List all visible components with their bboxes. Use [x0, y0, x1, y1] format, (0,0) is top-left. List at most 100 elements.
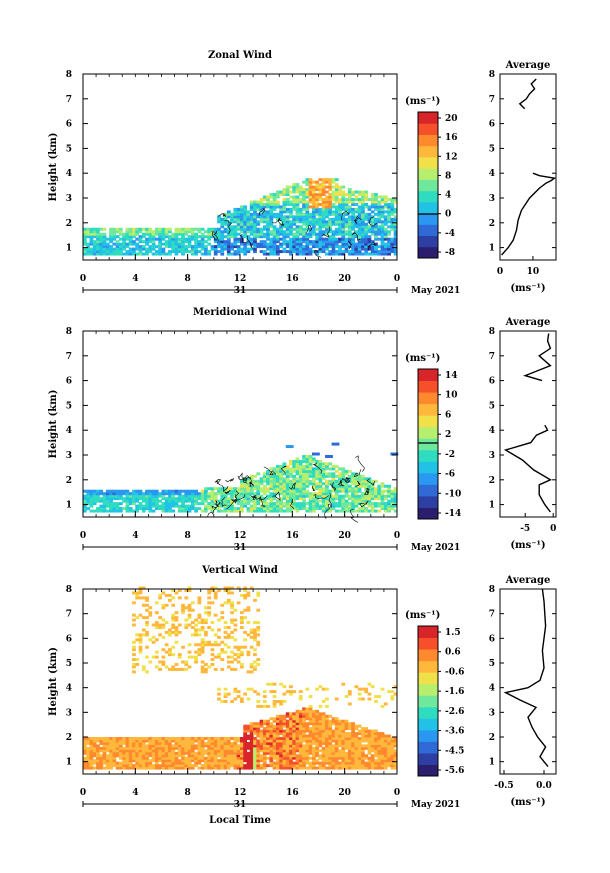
heatmap-cell — [289, 766, 293, 770]
heatmap-cell — [354, 766, 359, 770]
heatmap-cell — [210, 235, 215, 239]
heatmap-cell — [164, 492, 169, 496]
heatmap-cell — [138, 504, 143, 508]
heatmap-cell — [217, 499, 221, 503]
heatmap-cell — [387, 690, 391, 694]
heatmap-cell — [184, 761, 189, 765]
heatmap-cell — [181, 754, 185, 758]
heatmap-cell — [334, 245, 339, 249]
heatmap-cell — [351, 479, 355, 483]
heatmap-cell — [334, 749, 339, 753]
heatmap-cell — [393, 207, 398, 211]
heatmap-cell — [243, 215, 248, 219]
heatmap-cell — [194, 497, 198, 501]
heatmap-cell — [217, 487, 221, 491]
heatmap-cell — [269, 484, 274, 488]
heatmap-cell — [204, 670, 208, 674]
heatmap-cell — [325, 474, 329, 478]
heatmap-cell — [272, 247, 277, 251]
heatmap-cell — [334, 764, 339, 768]
heatmap-cell — [282, 205, 287, 209]
heatmap-cell — [112, 744, 117, 748]
heatmap-cell — [246, 484, 251, 488]
heatmap-cell — [289, 737, 293, 740]
heatmap-cell — [338, 240, 342, 244]
heatmap-cell — [161, 746, 166, 750]
heatmap-cell — [213, 507, 218, 511]
heatmap-cell — [374, 212, 378, 216]
heatmap-cell — [338, 482, 342, 486]
heatmap-cell — [236, 487, 241, 491]
heatmap-cell — [387, 215, 391, 219]
heatmap-cell — [259, 754, 264, 758]
heatmap-cell — [289, 207, 293, 211]
heatmap-cell — [295, 245, 300, 249]
heatmap-cell — [298, 459, 303, 463]
heatmap-cell — [181, 744, 185, 748]
heatmap-cell — [210, 497, 215, 501]
heatmap-cell — [259, 198, 264, 201]
heatmap-cell — [282, 754, 287, 758]
heatmap-cell — [168, 633, 172, 637]
heatmap-cell — [217, 764, 221, 768]
heatmap-cell — [295, 727, 300, 731]
heatmap-cell — [390, 766, 395, 770]
heatmap-cell — [197, 250, 202, 254]
heatmap-cell — [347, 193, 352, 197]
panel-title: Vertical Wind — [201, 565, 278, 576]
heatmap-cell — [266, 215, 270, 219]
heatmap-cell — [347, 734, 352, 738]
heatmap-cell — [302, 247, 306, 251]
heatmap-cell — [351, 494, 355, 498]
heatmap-cell — [266, 482, 270, 486]
heatmap-cell — [217, 489, 221, 493]
heatmap-cell — [217, 746, 221, 750]
heatmap-cell — [308, 482, 313, 486]
heatmap-cell — [390, 690, 395, 694]
heatmap-cell — [207, 227, 212, 231]
heatmap-cell — [243, 732, 248, 736]
heatmap-cell — [331, 479, 336, 483]
heatmap-cell — [347, 754, 352, 758]
heatmap-cell — [194, 655, 198, 659]
heatmap-cell — [109, 240, 113, 244]
heatmap-cell — [253, 474, 257, 478]
heatmap-cell — [207, 242, 212, 246]
heatmap-cell — [295, 230, 300, 234]
heatmap-cell — [367, 739, 372, 743]
heatmap-cell — [321, 764, 326, 768]
heatmap-cell — [285, 207, 290, 211]
heatmap-cell — [226, 240, 231, 244]
y-tick-label: 1 — [489, 501, 495, 511]
heatmap-cell — [145, 630, 149, 634]
heatmap-cell — [338, 766, 342, 770]
heatmap-cell — [151, 492, 156, 496]
heatmap-cell — [387, 502, 391, 506]
heatmap-cell — [132, 741, 136, 745]
heatmap-cell — [279, 477, 284, 481]
heatmap-cell — [154, 499, 159, 503]
heatmap-cell — [292, 474, 297, 478]
heatmap-cell — [354, 489, 359, 493]
heatmap-cell — [197, 749, 202, 753]
heatmap-field — [83, 178, 398, 258]
heatmap-cell — [266, 734, 270, 738]
heatmap-cell — [318, 507, 323, 511]
heatmap-cell — [302, 237, 306, 241]
heatmap-cell — [256, 663, 261, 666]
heatmap-cell — [393, 502, 398, 506]
heatmap-cell — [331, 751, 336, 755]
heatmap-cell — [262, 507, 267, 511]
heatmap-cell — [311, 741, 316, 745]
heatmap-cell — [295, 207, 300, 211]
heatmap-cell — [380, 242, 385, 246]
heatmap-cell — [266, 719, 270, 723]
heatmap-cell — [230, 212, 234, 216]
heatmap-cell — [351, 739, 355, 743]
heatmap-cell — [328, 724, 333, 728]
heatmap-cell — [289, 751, 293, 755]
heatmap-cell — [86, 764, 91, 768]
heatmap-cell — [311, 484, 316, 488]
heatmap-cell — [83, 494, 87, 498]
heatmap-cell — [325, 717, 329, 721]
